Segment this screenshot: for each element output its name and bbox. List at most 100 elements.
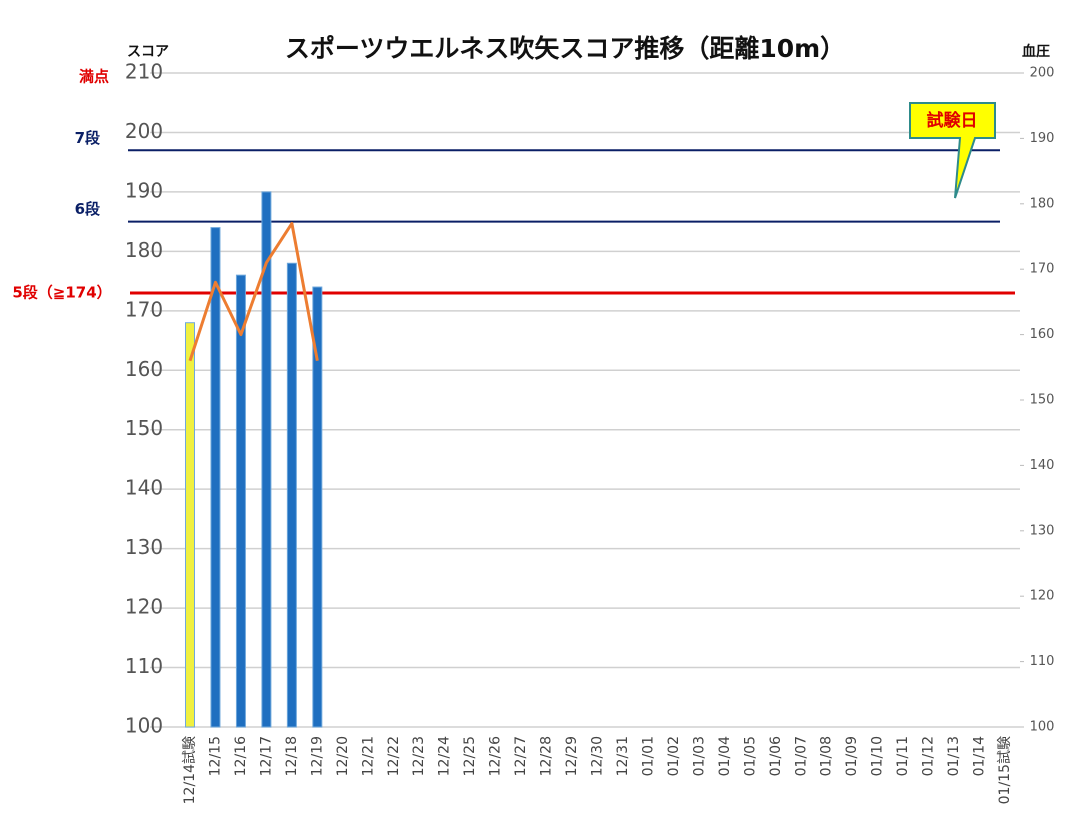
x-tick-label: 12/25 (462, 736, 478, 776)
bar (286, 262, 297, 728)
x-tick-label: 01/05 (742, 736, 758, 776)
y2-tick-label: 120 (1030, 589, 1055, 604)
callout (909, 102, 996, 199)
x-tick-label: 12/20 (335, 736, 351, 776)
x-tick-group: 12/18 (284, 736, 300, 776)
x-tick-label: 01/12 (921, 736, 937, 776)
bar (261, 191, 272, 728)
x-tick-group: 12/30 (590, 736, 606, 776)
x-tick-label: 12/17 (258, 736, 274, 776)
x-tick-group: 12/24 (437, 736, 453, 776)
y2-tick-label: 130 (1030, 523, 1055, 538)
bar (312, 286, 323, 728)
x-tick-label: 01/10 (870, 736, 886, 776)
x-tick-label: 01/08 (819, 736, 835, 776)
x-tick-group: 12/16 (233, 736, 249, 776)
x-tick-group: 12/19 (309, 736, 325, 776)
x-tick-label: 01/02 (666, 736, 682, 776)
x-tick-label: 12/29 (564, 736, 580, 776)
x-tick-group: 12/27 (513, 736, 529, 776)
y-tick-label: 200 (125, 119, 163, 143)
y2-tick-label: 190 (1030, 131, 1055, 146)
x-tick-label: 01/06 (768, 736, 784, 776)
y-tick-label: 110 (125, 654, 163, 678)
x-tick-label: 12/19 (309, 736, 325, 776)
y2-tick-label: 170 (1030, 262, 1055, 277)
y-tick-label: 140 (125, 476, 163, 500)
y-tick-label: 170 (125, 297, 163, 321)
x-tick-group: 12/20 (335, 736, 351, 776)
x-tick-group: 12/15 (207, 736, 223, 776)
x-tick-group: 12/29 (564, 736, 580, 776)
x-tick-group: 12/23 (411, 736, 427, 776)
x-tick-label: 12/24 (437, 736, 453, 776)
y2-tick-label: 150 (1030, 393, 1055, 408)
x-tick-group: 12/14試験 (182, 736, 198, 804)
x-tick-group: 01/05 (742, 736, 758, 776)
x-tick-label: 12/30 (590, 736, 606, 776)
x-tick-group: 12/25 (462, 736, 478, 776)
x-tick-label: 12/27 (513, 736, 529, 776)
y2-tick-label: 160 (1030, 327, 1055, 342)
x-tick-group: 01/13 (946, 736, 962, 776)
x-tick-group: 12/26 (488, 736, 504, 776)
y-tick-label: 180 (125, 238, 163, 262)
x-tick-label: 12/28 (539, 736, 555, 776)
y2-tick-label: 110 (1030, 654, 1055, 669)
x-tick-label: 12/22 (386, 736, 402, 776)
reference-label: 5段（≧174） (12, 283, 111, 301)
y2-tick-label: 140 (1030, 458, 1055, 473)
x-tick-group: 01/10 (870, 736, 886, 776)
x-tick-group: 01/09 (844, 736, 860, 776)
y-tick-label: 150 (125, 416, 163, 440)
x-tick-group: 01/07 (793, 736, 809, 776)
annotation: 満点 (79, 68, 109, 86)
x-tick-group: 12/28 (539, 736, 555, 776)
x-tick-group: 12/22 (386, 736, 402, 776)
bar (185, 322, 195, 728)
y2-tick-label: 180 (1030, 196, 1055, 211)
y2-tick-label: 200 (1030, 66, 1055, 81)
x-tick-label: 01/11 (895, 736, 911, 776)
line (188, 221, 319, 362)
y-tick-label: 120 (125, 595, 163, 619)
x-tick-group: 01/01 (640, 736, 656, 776)
reference-label: 7段 (75, 129, 100, 147)
bar (235, 274, 246, 728)
x-tick-label: 12/23 (411, 736, 427, 776)
x-tick-label: 12/18 (284, 736, 300, 776)
y-tick-label: 130 (125, 535, 163, 559)
x-tick-label: 12/14試験 (182, 736, 198, 804)
x-tick-label: 01/01 (640, 736, 656, 776)
x-tick-label: 01/13 (946, 736, 962, 776)
reference-label: 6段 (75, 200, 100, 218)
x-tick-group: 01/06 (768, 736, 784, 776)
x-tick-label: 12/16 (233, 736, 249, 776)
x-tick-label: 01/04 (717, 736, 733, 776)
x-tick-label: 01/07 (793, 736, 809, 776)
annotation: 試験日 (927, 110, 978, 131)
y-tick-label: 160 (125, 357, 163, 381)
x-tick-group: 12/21 (360, 736, 376, 776)
x-tick-label: 01/09 (844, 736, 860, 776)
x-tick-group: 01/02 (666, 736, 682, 776)
x-tick-label: 12/31 (615, 736, 631, 776)
x-tick-group: 01/12 (921, 736, 937, 776)
y-axis-label: スコア (127, 44, 169, 60)
x-tick-label: 12/26 (488, 736, 504, 776)
y2-tick-label: 100 (1030, 720, 1055, 735)
y-tick-label: 210 (125, 60, 163, 84)
x-tick-group: 01/14 (972, 736, 988, 776)
x-tick-group: 01/08 (819, 736, 835, 776)
y-tick-label: 190 (125, 178, 163, 202)
x-tick-group: 01/03 (691, 736, 707, 776)
x-tick-label: 01/14 (972, 736, 988, 776)
x-tick-label: 01/15試験 (997, 736, 1013, 804)
x-tick-label: 01/03 (691, 736, 707, 776)
x-tick-group: 01/11 (895, 736, 911, 776)
chart-title: スポーツウエルネス吹矢スコア推移（距離10m） (285, 34, 845, 63)
x-tick-label: 12/21 (360, 736, 376, 776)
y-tick-label: 100 (125, 714, 163, 738)
x-tick-group: 01/15試験 (997, 736, 1013, 804)
